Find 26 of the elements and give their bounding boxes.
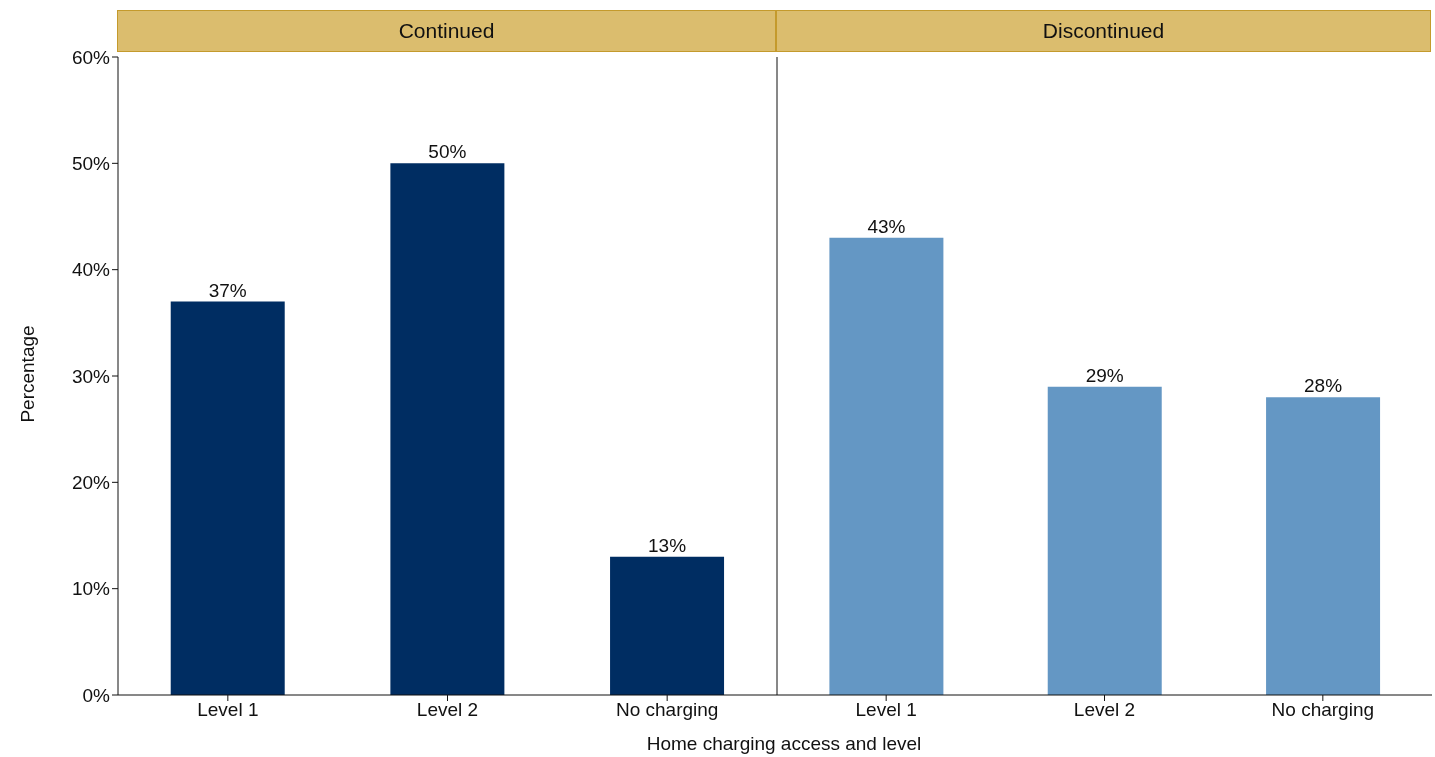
y-axis-title: Percentage [17,325,39,423]
y-tick-label: 40% [71,259,111,281]
bar [390,163,505,695]
data-label: 29% [1085,364,1124,386]
x-tick-label: No charging [1271,699,1375,721]
y-tick-label: 20% [71,472,111,494]
data-label: 13% [648,534,687,556]
y-tick-label: 30% [71,365,111,387]
chart-title: Continued [117,10,776,52]
data-label: 37% [208,279,247,301]
y-tick-label: 10% [71,578,111,600]
x-tick-label: Level 2 [416,699,479,721]
chart-title: Discontinued [776,10,1431,52]
x-axis-title: Home charging access and level [645,733,923,755]
x-tick-label: No charging [615,699,719,721]
data-label: 28% [1304,375,1343,397]
y-tick-label: 50% [71,153,111,175]
y-tick-label: 60% [71,46,111,68]
data-label: 50% [428,141,467,163]
x-tick-label: Level 1 [197,699,259,721]
y-tick-label: 0% [82,684,111,706]
x-tick-label: Level 1 [855,699,917,721]
x-tick-label: Level 2 [1073,699,1136,721]
bar [170,301,285,695]
data-label: 43% [867,215,906,237]
bar [610,556,725,695]
